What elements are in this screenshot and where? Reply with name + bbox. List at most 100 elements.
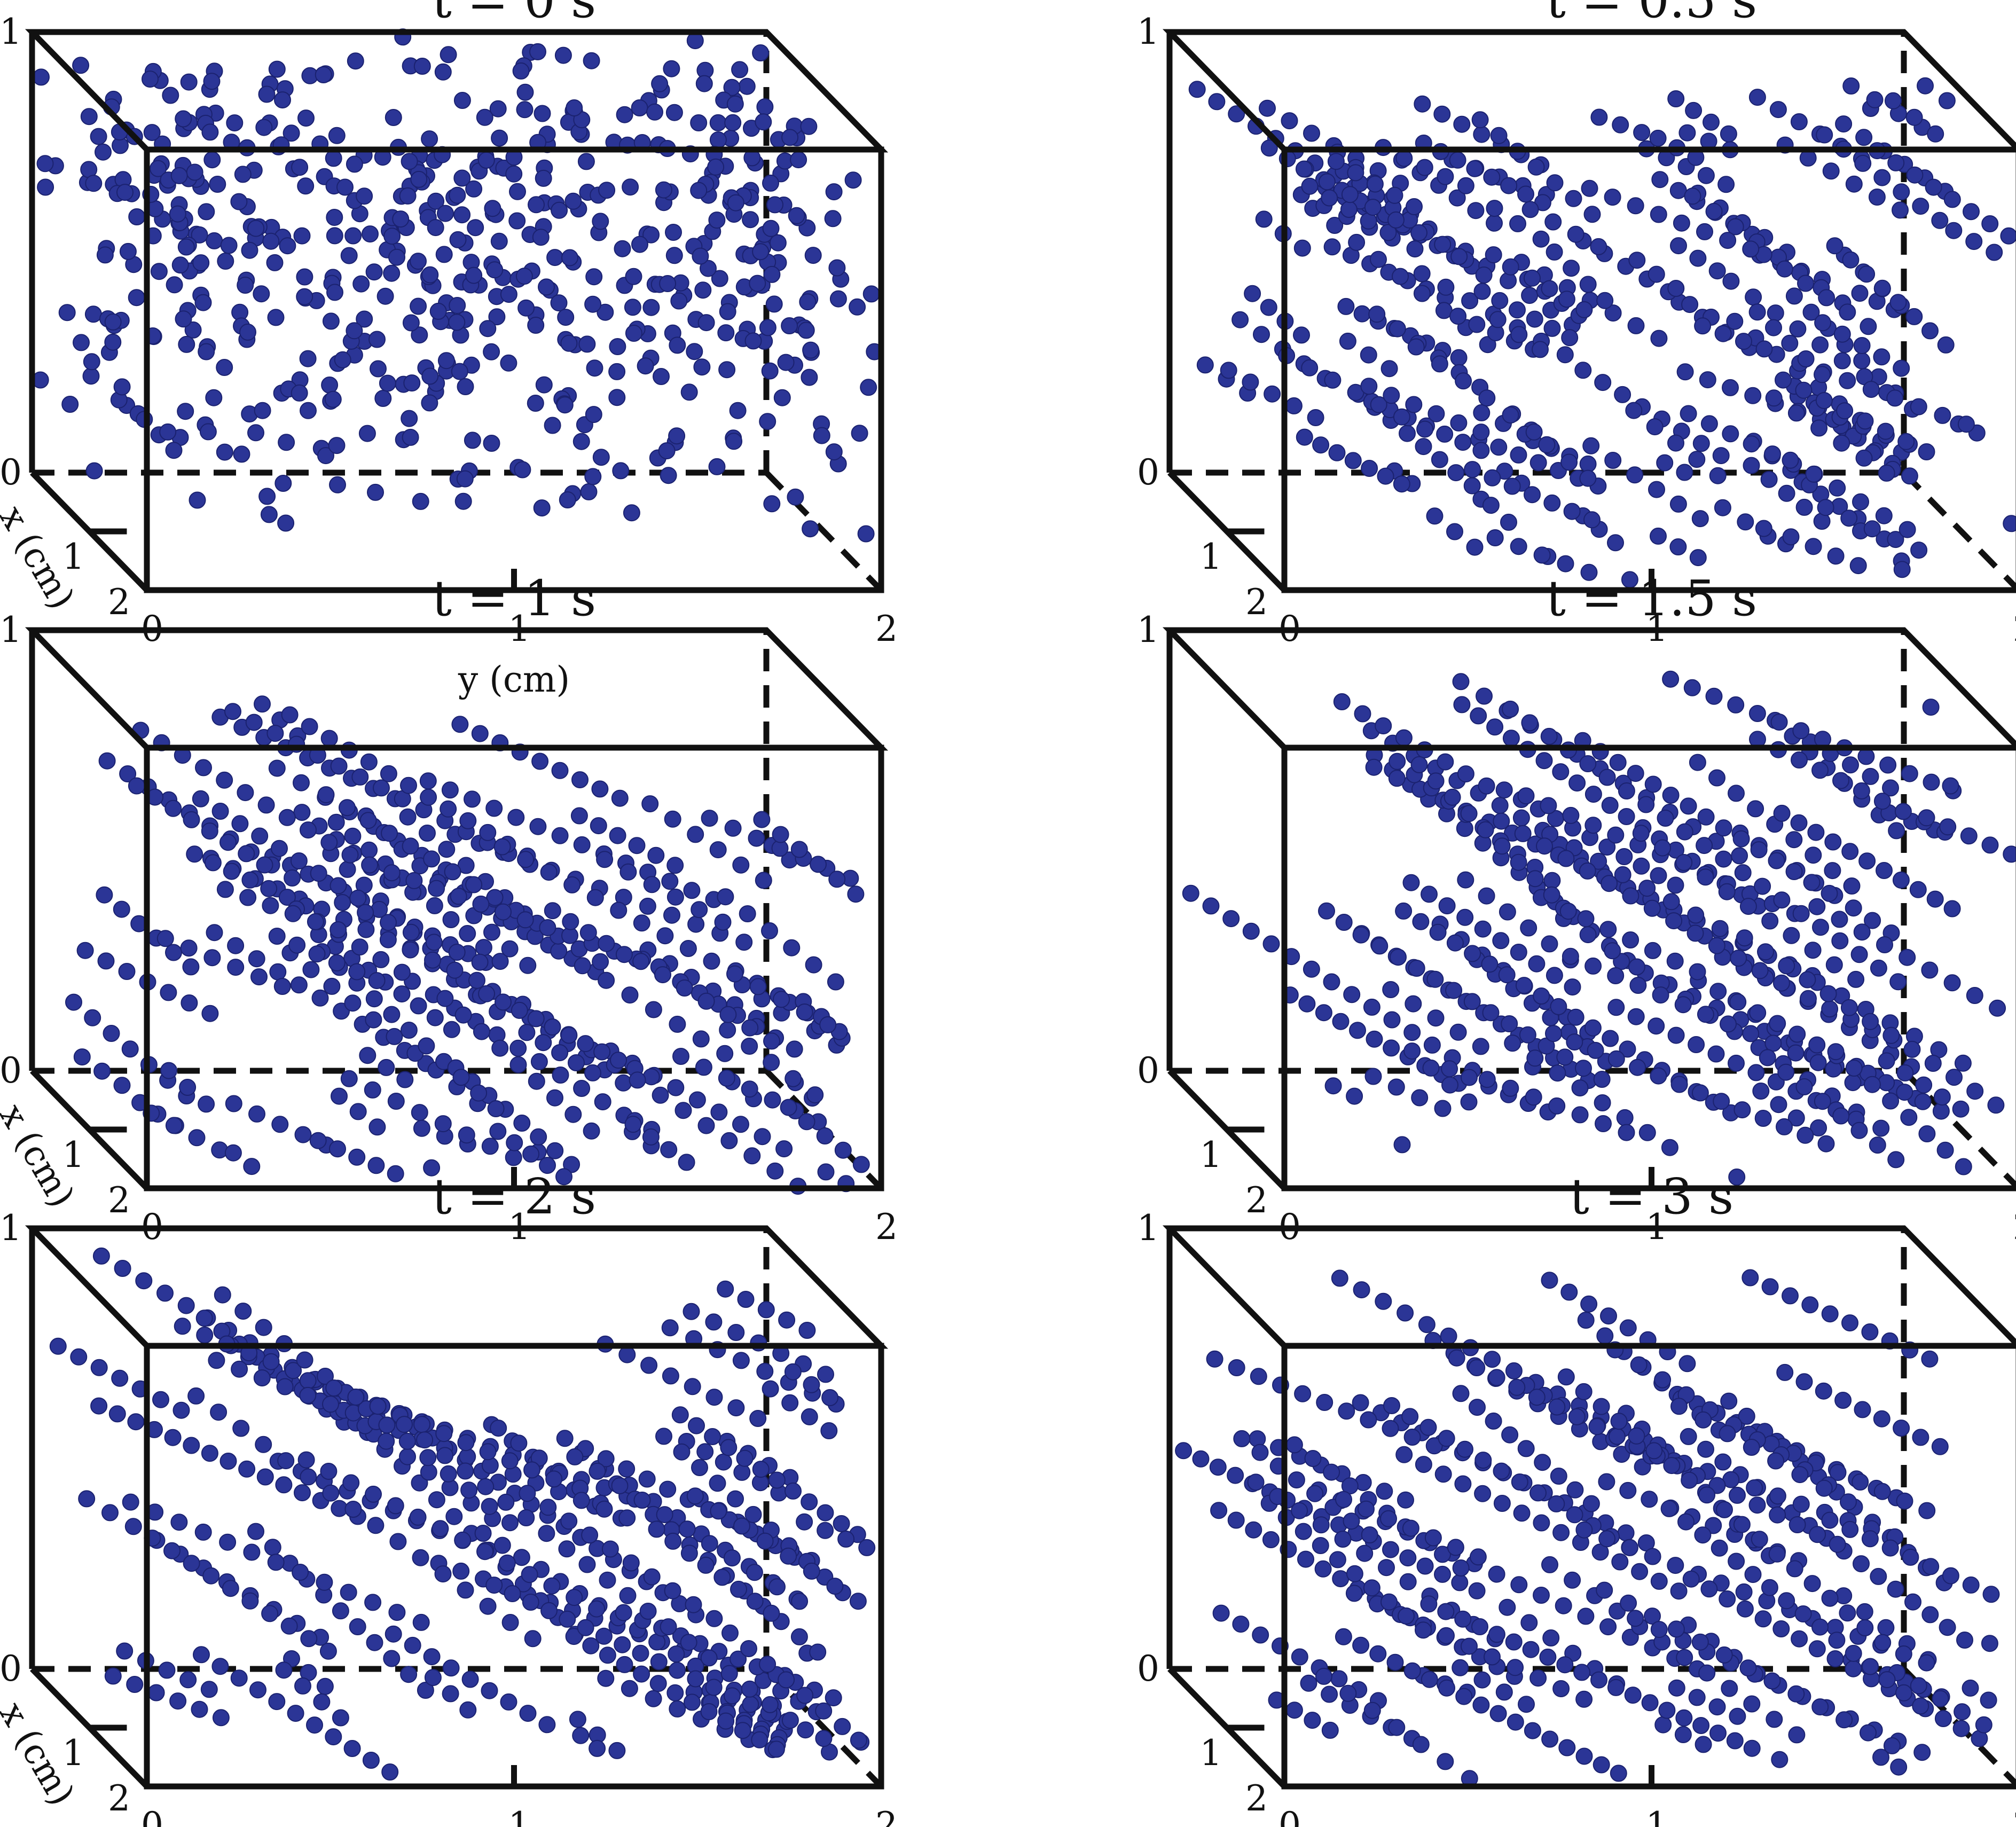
particle [177,1297,195,1314]
particle [255,119,273,136]
particle [667,1079,685,1096]
particle [118,963,136,980]
particle [1330,1670,1348,1688]
particle [320,834,338,851]
particle [642,299,660,316]
particle [1767,1452,1785,1470]
particle [454,492,472,510]
particle [1926,890,1944,908]
particle [1584,786,1602,803]
particle [300,1630,318,1648]
particle [1332,1013,1350,1030]
particle [451,716,469,733]
particle [828,871,846,888]
particle [817,1504,834,1522]
particle [1856,412,1874,430]
particle [1676,1649,1693,1666]
particle [1457,177,1474,194]
particle [759,319,776,336]
particle [1492,932,1510,950]
particle [601,1540,619,1558]
particle [1800,990,1817,1007]
particle [711,270,728,287]
particle [1192,1450,1210,1468]
particle [709,1475,726,1492]
particle [686,343,703,360]
particle [1337,297,1355,315]
particle [589,1739,606,1757]
particle [535,169,552,187]
particle [1697,1440,1714,1458]
particle [1536,837,1553,855]
particle [609,827,626,844]
particle [1515,977,1533,994]
particle [1406,198,1423,215]
particle [573,836,591,853]
particle [96,886,113,904]
particle [1768,1545,1786,1563]
particle [316,1677,334,1695]
particle [1448,1349,1465,1367]
particle [619,863,637,881]
particle [428,1491,445,1509]
particle [759,413,776,430]
particle [1709,1724,1727,1742]
particle [857,525,875,543]
particle [1488,1565,1505,1583]
particle [618,1346,636,1363]
particle [686,32,704,50]
particle [1912,198,1929,215]
particle [1366,175,1384,193]
particle [546,1142,564,1159]
particle [1312,1537,1329,1554]
particle [150,160,167,177]
particle [538,1525,555,1542]
particle [1450,414,1468,432]
particle [169,205,186,223]
particle [844,171,862,189]
particle [1434,1100,1452,1117]
particle [1952,1720,1970,1737]
particle [1713,1093,1730,1110]
particle [1534,1454,1551,1471]
particle [1791,1466,1809,1484]
particle [1303,124,1320,142]
particle [1341,186,1359,203]
particle [1579,469,1597,487]
particle [277,1452,295,1470]
particle [1421,885,1438,903]
particle [216,771,233,789]
particle [1499,1598,1516,1616]
particle [1346,1087,1363,1105]
particle [284,869,301,887]
particle [1896,1492,1913,1510]
particle [1729,993,1747,1011]
particle [1437,1753,1454,1770]
particle [1434,1546,1451,1563]
particle [1499,903,1516,921]
particle [1598,838,1616,856]
particle [465,266,483,284]
particle [239,323,256,341]
particle [116,184,134,201]
particle [1726,1732,1744,1750]
particle [550,942,568,960]
particle [564,192,582,210]
particle [231,815,249,833]
particle [1711,1539,1728,1557]
particle [781,1394,799,1412]
particle [1821,1511,1839,1529]
particle [72,57,90,74]
particle [504,1585,521,1602]
particle [288,936,306,954]
particle [256,856,273,874]
particle [517,851,535,868]
particle [817,1163,835,1181]
particle [660,1618,677,1636]
particle [724,114,742,131]
particle [293,774,310,791]
particle [1829,1535,1846,1553]
particle [1714,325,1732,342]
particle [1814,366,1831,383]
particle [500,286,517,303]
